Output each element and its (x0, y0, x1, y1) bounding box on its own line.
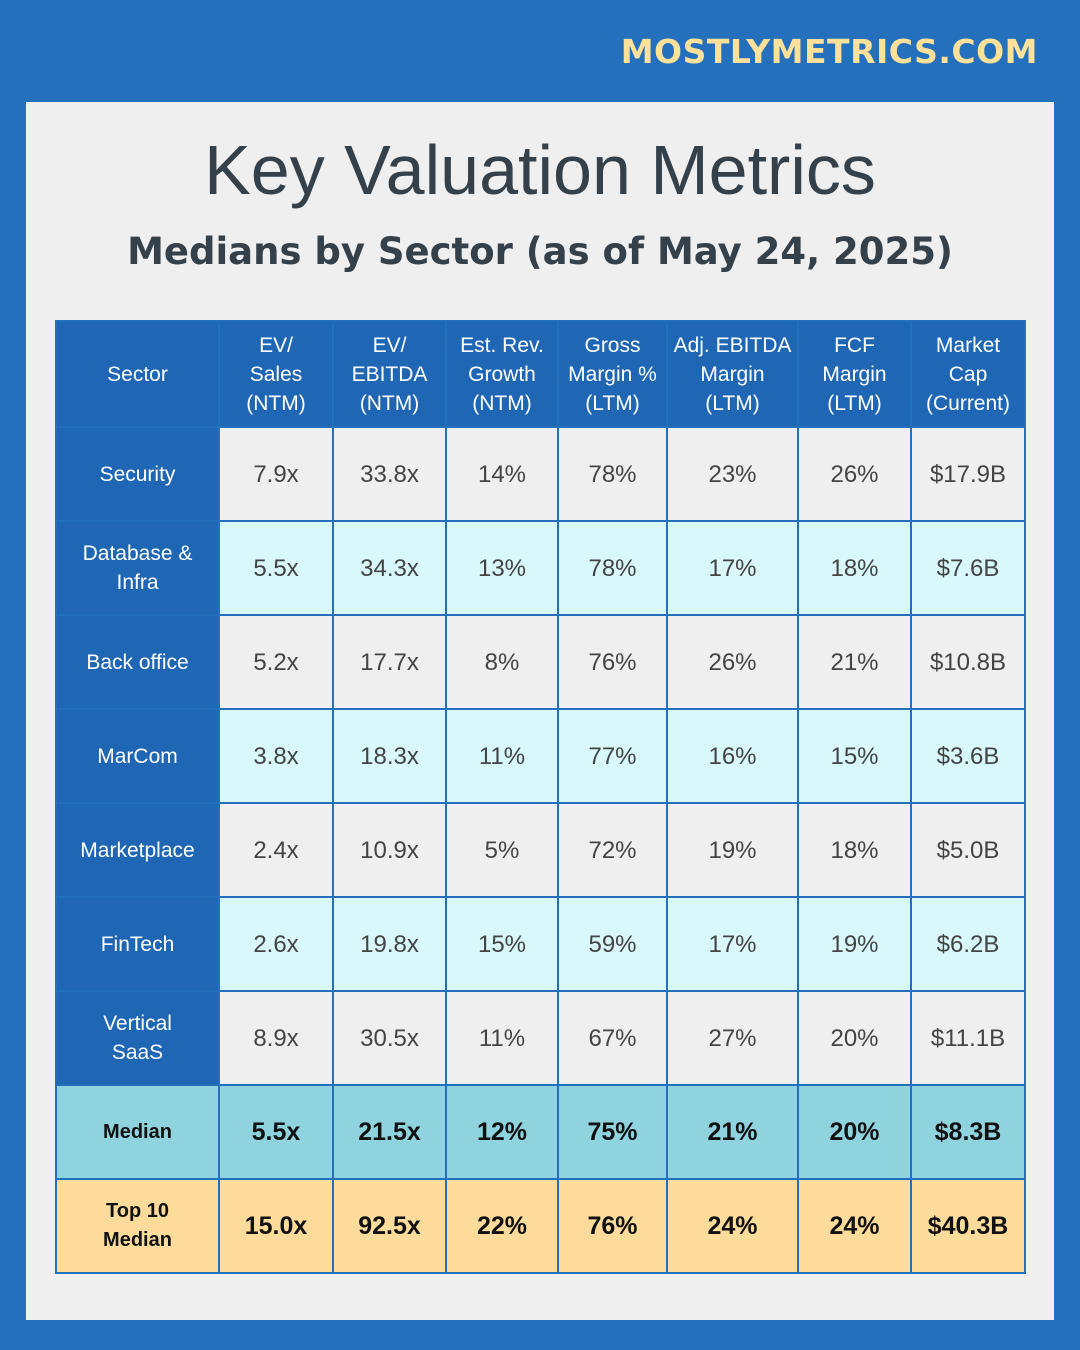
value-cell: 11% (445, 708, 559, 804)
value-cell: 17% (666, 896, 799, 992)
subtitle: Medians by Sector (as of May 24, 2025) (127, 230, 953, 273)
sector-cell: MarCom (55, 708, 220, 804)
value-cell: 24% (666, 1178, 799, 1274)
value-cell: 12% (445, 1084, 559, 1180)
row: Database & Infra 5.5x 34.3x 13% 78% 17% 18% $7.… (55, 520, 1026, 616)
value-cell: 59% (557, 896, 668, 992)
value-cell: 18% (797, 520, 912, 616)
value-cell: 8.9x (218, 990, 334, 1086)
value-cell: 30.5x (332, 990, 447, 1086)
value-cell: 75% (557, 1084, 668, 1180)
value-cell: 78% (557, 426, 668, 522)
value-cell: 15% (445, 896, 559, 992)
row: MarCom 3.8x 18.3x 11% 77% 16% 15% $3.6B (55, 708, 1026, 804)
header-cell: Adj. EBITDA Margin (LTM) (666, 320, 799, 428)
value-cell: 19.8x (332, 896, 447, 992)
value-cell: $8.3B (910, 1084, 1026, 1180)
header-row: Sector EV/ Sales (NTM) EV/ EBITDA (NTM) Est… (55, 320, 1026, 428)
value-cell: 20% (797, 990, 912, 1086)
value-cell: 8% (445, 614, 559, 710)
value-cell: 20% (797, 1084, 912, 1180)
value-cell: 14% (445, 426, 559, 522)
value-cell: 26% (666, 614, 799, 710)
row: Marketplace 2.4x 10.9x 5% 72% 19% 18% $5.0B (55, 802, 1026, 898)
value-cell: 34.3x (332, 520, 447, 616)
sector-cell: Marketplace (55, 802, 220, 898)
value-cell: $10.8B (910, 614, 1026, 710)
header-cell: FCF Margin (LTM) (797, 320, 912, 428)
header-cell: Est. Rev. Growth (NTM) (445, 320, 559, 428)
value-cell: 26% (797, 426, 912, 522)
value-cell: 13% (445, 520, 559, 616)
value-cell: 67% (557, 990, 668, 1086)
value-cell: 27% (666, 990, 799, 1086)
value-cell: 7.9x (218, 426, 334, 522)
row-label: Top 10 Median (55, 1178, 220, 1274)
value-cell: $11.1B (910, 990, 1026, 1086)
value-cell: 17% (666, 520, 799, 616)
header-cell: EV/ EBITDA (NTM) (332, 320, 447, 428)
row-label: Median (55, 1084, 220, 1180)
value-cell: 92.5x (332, 1178, 447, 1274)
value-cell: 15% (797, 708, 912, 804)
value-cell: 19% (797, 896, 912, 992)
sector-cell: Vertical SaaS (55, 990, 220, 1086)
header-cell: Market Cap (Current) (910, 320, 1026, 428)
value-cell: 76% (557, 614, 668, 710)
value-cell: 21% (666, 1084, 799, 1180)
value-cell: 21.5x (332, 1084, 447, 1180)
value-cell: 18% (797, 802, 912, 898)
value-cell: 5.5x (218, 520, 334, 616)
value-cell: 11% (445, 990, 559, 1086)
value-cell: 23% (666, 426, 799, 522)
value-cell: 72% (557, 802, 668, 898)
value-cell: 33.8x (332, 426, 447, 522)
sector-cell: Back office (55, 614, 220, 710)
header-cell: Sector (55, 320, 220, 428)
value-cell: 18.3x (332, 708, 447, 804)
value-cell: 24% (797, 1178, 912, 1274)
row: Vertical SaaS 8.9x 30.5x 11% 67% 27% 20% $11.1B (55, 990, 1026, 1086)
value-cell: $7.6B (910, 520, 1026, 616)
value-cell: 76% (557, 1178, 668, 1274)
header-cell: EV/ Sales (NTM) (218, 320, 334, 428)
value-cell: 15.0x (218, 1178, 334, 1274)
value-cell: 16% (666, 708, 799, 804)
title: Key Valuation Metrics (204, 131, 876, 209)
value-cell: 5% (445, 802, 559, 898)
value-cell: 19% (666, 802, 799, 898)
panel: Key Valuation Metrics Medians by Sector … (26, 102, 1054, 1320)
value-cell: 77% (557, 708, 668, 804)
median-row: Median 5.5x 21.5x 12% 75% 21% 20% $8.3B (55, 1084, 1026, 1180)
brand: MOSTLYMETRICS.COM (620, 32, 1038, 71)
metrics-table: Sector EV/ Sales (NTM) EV/ EBITDA (NTM) Est… (55, 320, 1026, 1274)
value-cell: 17.7x (332, 614, 447, 710)
value-cell: 22% (445, 1178, 559, 1274)
value-cell: $17.9B (910, 426, 1026, 522)
value-cell: 21% (797, 614, 912, 710)
value-cell: 2.4x (218, 802, 334, 898)
value-cell: 78% (557, 520, 668, 616)
sector-cell: Security (55, 426, 220, 522)
row: FinTech 2.6x 19.8x 15% 59% 17% 19% $6.2B (55, 896, 1026, 992)
row: Back office 5.2x 17.7x 8% 76% 26% 21% $10.8B (55, 614, 1026, 710)
value-cell: $40.3B (910, 1178, 1026, 1274)
value-cell: 2.6x (218, 896, 334, 992)
header-cell: Gross Margin % (LTM) (557, 320, 668, 428)
value-cell: 3.8x (218, 708, 334, 804)
sector-cell: Database & Infra (55, 520, 220, 616)
top-row: Top 10 Median 15.0x 92.5x 22% 76% 24% 24% $40.3… (55, 1178, 1026, 1274)
value-cell: $6.2B (910, 896, 1026, 992)
sector-cell: FinTech (55, 896, 220, 992)
value-cell: 5.2x (218, 614, 334, 710)
value-cell: 5.5x (218, 1084, 334, 1180)
value-cell: 10.9x (332, 802, 447, 898)
value-cell: $3.6B (910, 708, 1026, 804)
value-cell: $5.0B (910, 802, 1026, 898)
row: Security 7.9x 33.8x 14% 78% 23% 26% $17.9B (55, 426, 1026, 522)
